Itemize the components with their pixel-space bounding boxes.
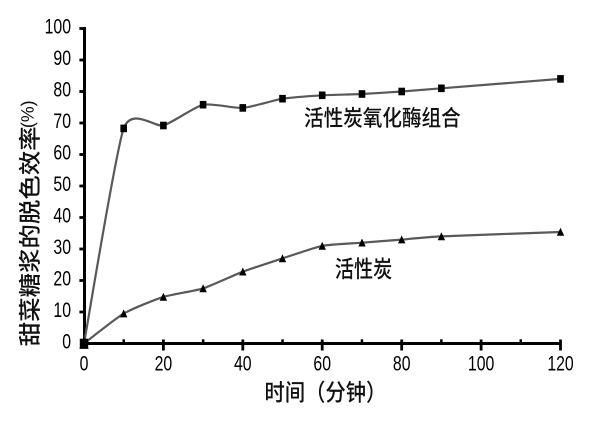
svg-text:80: 80 (53, 78, 71, 102)
svg-text:90: 90 (53, 46, 71, 70)
svg-text:30: 30 (53, 235, 71, 259)
svg-text:60: 60 (53, 141, 71, 165)
svg-text:80: 80 (393, 352, 411, 376)
svg-text:20: 20 (53, 267, 71, 291)
svg-text:0: 0 (80, 352, 89, 376)
svg-text:100: 100 (45, 15, 71, 39)
svg-text:0: 0 (62, 330, 71, 354)
svg-text:20: 20 (155, 352, 173, 376)
svg-text:120: 120 (547, 352, 573, 376)
svg-text:60: 60 (313, 352, 331, 376)
svg-text:100: 100 (468, 352, 494, 376)
svg-text:40: 40 (234, 352, 252, 376)
svg-text:50: 50 (53, 172, 71, 196)
svg-text:70: 70 (53, 109, 71, 133)
svg-text:40: 40 (53, 204, 71, 228)
svg-text:10: 10 (53, 298, 71, 322)
